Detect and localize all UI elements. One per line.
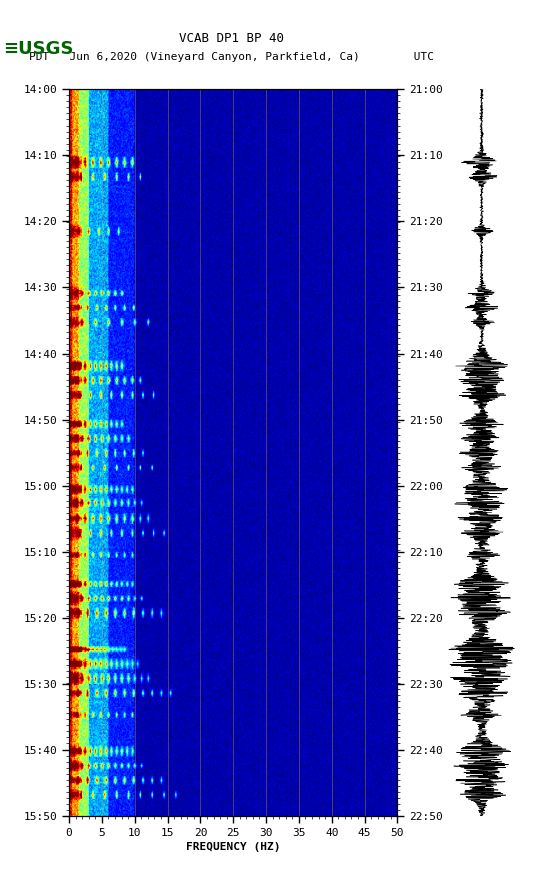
Text: PDT   Jun 6,2020 (Vineyard Canyon, Parkfield, Ca)        UTC: PDT Jun 6,2020 (Vineyard Canyon, Parkfie… [29,52,434,62]
Text: ≡USGS: ≡USGS [3,40,73,58]
X-axis label: FREQUENCY (HZ): FREQUENCY (HZ) [186,842,280,852]
Text: VCAB DP1 BP 40: VCAB DP1 BP 40 [179,32,284,45]
